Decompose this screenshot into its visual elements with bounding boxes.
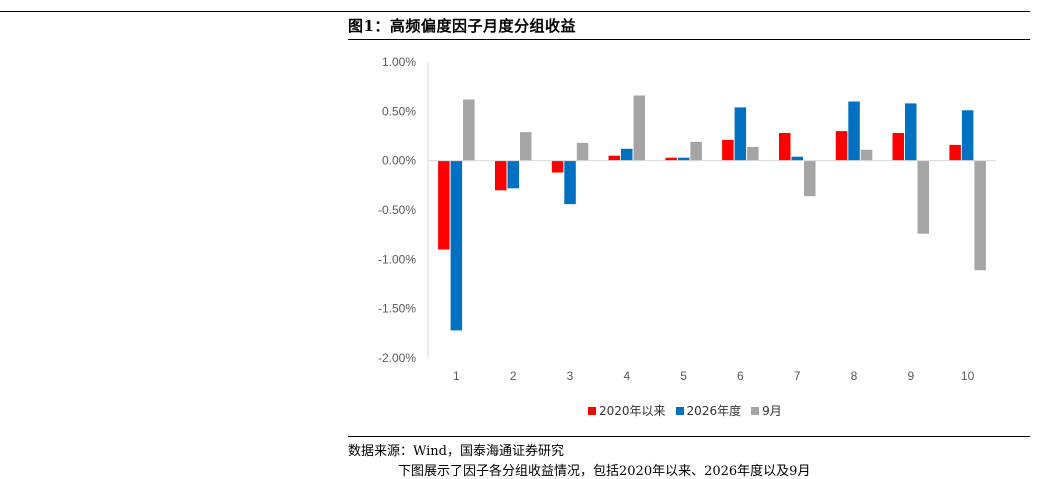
x-tick-label: 5 [680,369,687,383]
y-tick-label: 0.50% [382,104,416,118]
bar-series-2-cat-8 [848,101,860,161]
legend-label-series-1: 2020年以来 [599,404,666,418]
x-tick-label: 1 [453,369,460,383]
bar-series-1-cat-5 [665,157,677,161]
bottom-rule [348,436,1030,437]
bar-series-2-cat-4 [621,148,633,161]
x-axis-ticks: 1 2 3 4 5 6 7 8 9 10 [453,369,975,383]
bar-series-2-cat-3 [564,160,576,205]
legend-swatch-series-1 [588,406,596,415]
legend: 2020年以来 2026年度 9月 [588,402,782,419]
x-tick-label: 9 [907,369,914,383]
legend-label-series-2: 2026年度 [686,404,742,418]
x-tick-label: 8 [851,369,858,383]
bars [438,95,986,331]
legend-item-series-3: 9月 [751,402,782,419]
legend-label-series-3: 9月 [762,404,782,418]
bar-series-1-cat-10 [949,144,961,161]
bar-series-2-cat-6 [734,107,747,161]
legend-item-series-2: 2026年度 [675,402,742,419]
x-tick-label: 3 [567,369,574,383]
bar-series-3-cat-4 [633,95,645,161]
bar-series-1-cat-4 [608,155,620,161]
legend-swatch-series-3 [751,406,760,415]
bar-series-2-cat-1 [450,160,463,331]
bar-series-1-cat-1 [438,160,450,250]
x-tick-label: 4 [623,369,630,383]
bar-series-3-cat-2 [520,132,532,161]
bar-series-3-cat-10 [974,160,986,271]
bar-series-3-cat-7 [804,160,816,197]
bar-series-2-cat-9 [905,103,917,161]
x-tick-label: 6 [737,369,744,383]
y-tick-label: -1.00% [378,252,416,266]
y-tick-label: 0.00% [382,154,416,168]
bar-series-2-cat-10 [961,110,974,161]
bar-series-3-cat-6 [747,146,759,161]
body-text: 下图展示了因子各分组收益情况，包括2020年以来、2026年度以及9月 [398,464,811,479]
source-note: 数据来源：Wind，国泰海通证券研究 [348,444,564,459]
x-tick-label: 2 [510,369,517,383]
bar-series-3-cat-3 [576,142,589,161]
y-tick-label: 1.00% [382,55,416,69]
bar-series-1-cat-8 [835,131,848,161]
top-rule [0,11,1030,12]
bar-series-3-cat-8 [860,149,873,161]
y-tick-label: -2.00% [378,351,416,365]
legend-swatch-series-2 [675,406,684,415]
x-tick-label: 7 [794,369,801,383]
bar-series-1-cat-9 [892,133,904,161]
y-tick-label: -0.50% [378,203,416,217]
bar-series-3-cat-5 [690,141,702,161]
title-rule [348,39,1030,40]
bar-series-3-cat-9 [917,160,929,234]
x-tick-label: 10 [961,369,975,383]
bar-series-1-cat-7 [779,133,791,161]
bar-series-1-cat-3 [551,160,564,173]
bar-series-2-cat-2 [507,160,519,189]
figure-title: 图1：高频偏度因子月度分组收益 [348,17,576,35]
bar-series-1-cat-2 [495,160,507,191]
bar-series-3-cat-1 [463,99,475,161]
legend-item-series-1: 2020年以来 [588,402,666,419]
y-tick-label: -1.50% [378,302,416,316]
y-axis-ticks: 1.00% 0.50% 0.00% -0.50% -1.00% -1.50% -2.00% [378,55,416,365]
bar-series-1-cat-6 [722,139,734,161]
bar-series-2-cat-5 [677,157,690,161]
bar-series-2-cat-7 [791,156,803,161]
